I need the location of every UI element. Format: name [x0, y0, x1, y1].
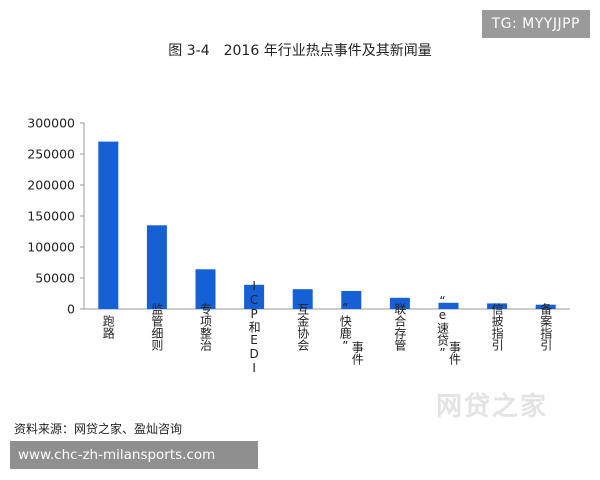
y-tick-label: 0 [67, 302, 75, 317]
x-tick-label-line: 监管细则 [150, 303, 164, 351]
x-tick-label-line: 跑路 [101, 315, 115, 340]
bar [244, 284, 265, 309]
x-tick-label-line: 互金协会 [296, 303, 310, 352]
watermark-url: www.chc-zh-milansports.com [10, 441, 258, 469]
x-tick-label-line: 备案指引 [539, 303, 553, 351]
bar [535, 304, 556, 309]
source-note: 资料来源：网贷之家、盈灿咨询 [14, 422, 183, 436]
y-axis: 0 50000 100000 150000 200000 250000 300000 [27, 116, 85, 317]
x-tick-label: 监管细则 [150, 303, 164, 351]
bar [487, 303, 508, 309]
watermark-logo: 网贷之家 [436, 392, 549, 422]
x-tick-label: “快鹿”事件 [338, 301, 364, 365]
y-tick-label: 150000 [27, 209, 75, 224]
bars [98, 141, 556, 309]
x-tick-label-line: ICP和EDI [247, 279, 261, 375]
bar [292, 289, 313, 309]
x-tick-label-line: “e速贷” [436, 294, 450, 360]
x-tick-label-line: 事件 [448, 341, 462, 365]
x-tick-label: “e速贷”事件 [436, 294, 462, 365]
watermark-tag: TG: MYYJJPP [481, 10, 590, 38]
y-tick-label: 200000 [27, 178, 75, 193]
x-tick-label-line: 联合存管 [393, 303, 407, 352]
bar [195, 269, 216, 309]
chart-title: 图 3-4 2016 年行业热点事件及其新闻量 [168, 43, 432, 59]
bar [146, 225, 167, 309]
x-tick-label-line: 专项整治 [199, 302, 213, 351]
x-tick-label: 信披指引 [490, 303, 504, 351]
x-tick-label-line: 信披指引 [490, 303, 504, 351]
bar [98, 141, 119, 309]
y-tick-label: 300000 [27, 116, 75, 131]
x-tick-label: ICP和EDI [247, 279, 261, 375]
x-tick-label: 联合存管 [393, 303, 407, 352]
y-tick-label: 250000 [27, 147, 75, 162]
y-tick-label: 100000 [27, 240, 75, 255]
x-tick-label-line: “快鹿” [338, 301, 352, 353]
x-tick-label-line: 事件 [350, 341, 364, 365]
bar [341, 291, 362, 309]
bar [389, 297, 410, 309]
x-tick-label: 备案指引 [539, 303, 553, 351]
x-tick-label: 专项整治 [199, 302, 213, 351]
x-tick-label: 互金协会 [296, 303, 310, 352]
x-tick-label: 跑路 [101, 315, 115, 340]
bar [438, 302, 459, 309]
y-tick-label: 50000 [35, 271, 75, 286]
